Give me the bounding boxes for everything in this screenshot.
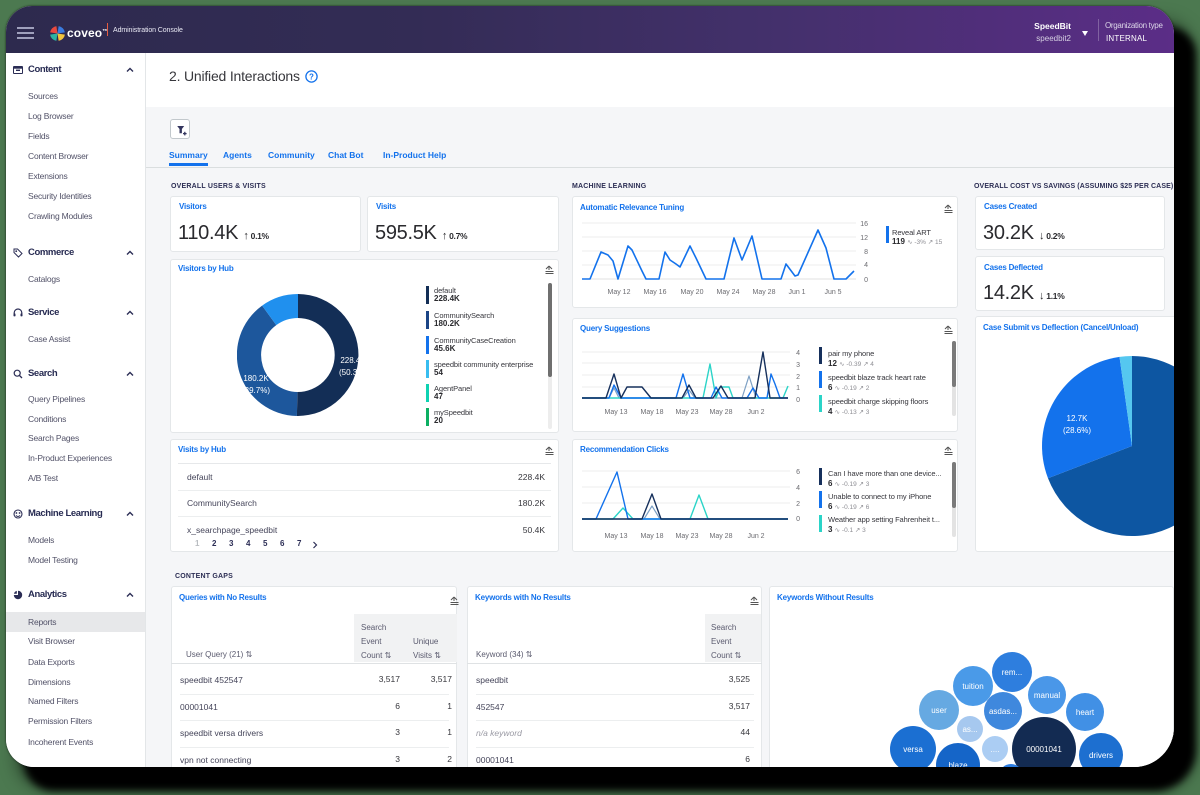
svg-text:Jun 2: Jun 2 xyxy=(747,409,764,416)
svg-text:00001041: 00001041 xyxy=(1026,745,1062,754)
svg-text:0: 0 xyxy=(864,277,868,284)
svg-text:drivers: drivers xyxy=(1089,751,1113,760)
svg-text:tuition: tuition xyxy=(962,682,983,691)
svg-text:Jun 1: Jun 1 xyxy=(788,289,805,296)
svg-text:May 23: May 23 xyxy=(676,409,699,416)
svg-text:May 24: May 24 xyxy=(717,289,740,296)
svg-text:?: ? xyxy=(309,72,314,81)
svg-text:rem...: rem... xyxy=(1002,668,1022,677)
svg-text:May 20: May 20 xyxy=(681,289,704,296)
svg-text:....: .... xyxy=(991,745,1000,754)
svg-text:heart: heart xyxy=(1076,708,1095,717)
svg-text:2: 2 xyxy=(796,501,800,508)
svg-text:4: 4 xyxy=(796,350,800,357)
svg-text:asdas...: asdas... xyxy=(989,707,1017,716)
svg-text:as...: as... xyxy=(962,725,977,734)
svg-text:May 12: May 12 xyxy=(608,289,631,296)
svg-text:0: 0 xyxy=(796,516,800,523)
svg-text:May 18: May 18 xyxy=(641,409,664,416)
svg-text:2: 2 xyxy=(796,374,800,381)
svg-text:12: 12 xyxy=(860,235,868,242)
svg-text:May 28: May 28 xyxy=(753,289,776,296)
svg-text:8: 8 xyxy=(864,249,868,256)
svg-text:May 28: May 28 xyxy=(710,533,733,540)
svg-text:Jun 2: Jun 2 xyxy=(747,533,764,540)
svg-text:16: 16 xyxy=(860,221,868,228)
svg-text:3: 3 xyxy=(796,362,800,369)
svg-text:0: 0 xyxy=(796,397,800,404)
svg-text:May 13: May 13 xyxy=(605,409,628,416)
svg-text:4: 4 xyxy=(864,262,868,269)
svg-text:4: 4 xyxy=(796,485,800,492)
svg-text:Jun 5: Jun 5 xyxy=(824,289,841,296)
svg-text:blaze: blaze xyxy=(948,761,968,767)
svg-text:user: user xyxy=(931,706,947,715)
svg-text:May 18: May 18 xyxy=(641,533,664,540)
svg-text:1: 1 xyxy=(796,385,800,392)
svg-text:manual: manual xyxy=(1034,691,1060,700)
svg-text:versa: versa xyxy=(903,745,923,754)
svg-text:May 16: May 16 xyxy=(644,289,667,296)
svg-text:May 28: May 28 xyxy=(710,409,733,416)
svg-text:May 23: May 23 xyxy=(676,533,699,540)
svg-text:May 13: May 13 xyxy=(605,533,628,540)
svg-text:6: 6 xyxy=(796,469,800,476)
